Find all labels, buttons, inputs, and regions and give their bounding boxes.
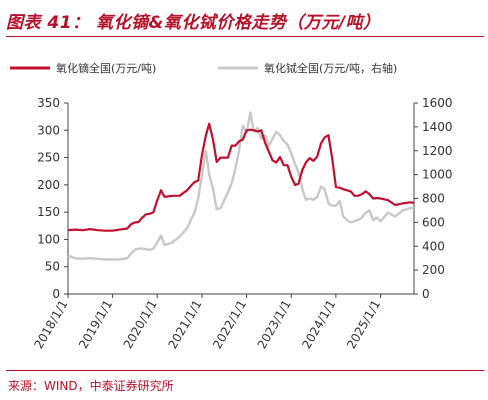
y-right-tick-label: 1600	[422, 96, 453, 110]
source-rule	[6, 370, 484, 371]
price-chart: 氧化镝全国(万元/吨) 氧化铽全国(万元/吨，右轴) 0 50 100 150 200 2…	[10, 61, 453, 352]
y-left-tick-label: 300	[37, 123, 60, 137]
chart-legend: 氧化镝全国(万元/吨) 氧化铽全国(万元/吨，右轴)	[10, 61, 397, 75]
y-right-tick-label: 400	[422, 239, 445, 253]
y-right-tick-label: 0	[422, 287, 430, 301]
y-right-tick-label: 800	[422, 192, 445, 206]
y-right-tick-label: 1200	[422, 144, 453, 158]
series-line-dysprosium	[67, 122, 415, 232]
source-note: 来源：WIND，中泰证券研究所	[8, 379, 174, 393]
x-tick-label: 2019/1/1	[76, 298, 115, 352]
x-tick-label: 2021/1/1	[166, 298, 205, 352]
y-left-tick-label: 150	[37, 205, 60, 219]
x-tick-label: 2024/1/1	[299, 298, 338, 352]
y-left-tick-label: 200	[37, 178, 60, 192]
y-right-tick-label: 200	[422, 263, 445, 277]
y-left-tick-label: 50	[45, 260, 60, 274]
title-rule	[6, 36, 484, 37]
y-right-tick-label: 600	[422, 215, 445, 229]
x-tick-label: 2020/1/1	[121, 298, 160, 352]
y-right-tick-label: 1400	[422, 120, 453, 134]
legend-label-dysprosium: 氧化镝全国(万元/吨)	[56, 61, 156, 75]
x-tick-label: 2018/1/1	[32, 298, 71, 352]
y-left-tick-label: 350	[37, 96, 60, 110]
y-left-tick-label: 250	[37, 151, 60, 165]
x-tick-label: 2023/1/1	[255, 298, 294, 352]
x-tick-label: 2025/1/1	[344, 298, 383, 352]
y-right-tick-label: 1000	[422, 168, 453, 182]
x-tick-label: 2022/1/1	[210, 298, 249, 352]
chart-plot-area	[67, 111, 415, 261]
chart-title: 图表 41： 氧化镝&氧化铽价格走势（万元/吨）	[6, 13, 381, 33]
y-left-tick-label: 0	[52, 287, 60, 301]
legend-label-terbium: 氧化铽全国(万元/吨，右轴)	[264, 61, 397, 75]
series-line-terbium	[67, 111, 414, 261]
y-left-tick-label: 100	[37, 232, 60, 246]
